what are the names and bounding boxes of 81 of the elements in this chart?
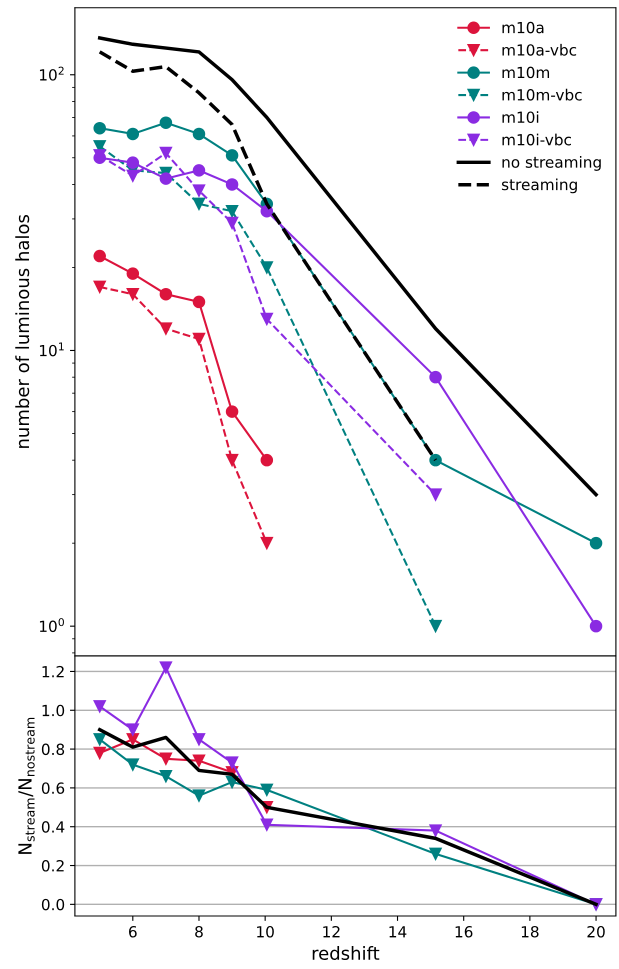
point	[93, 250, 106, 262]
point	[429, 454, 442, 466]
legend-label: m10i-vbc	[502, 134, 571, 146]
y-tick-label: 0.6	[42, 782, 64, 794]
point	[192, 164, 206, 177]
point	[260, 454, 274, 466]
point	[226, 216, 238, 230]
point	[192, 128, 206, 140]
y-tick-label: 10$^{1}$	[40, 342, 64, 356]
point	[429, 848, 442, 860]
point	[226, 178, 238, 191]
point	[93, 280, 106, 294]
point	[226, 405, 238, 418]
point	[226, 756, 238, 769]
legend-label: m10m	[502, 66, 550, 78]
point	[429, 620, 442, 632]
point	[226, 454, 238, 466]
point	[192, 184, 206, 197]
point	[126, 758, 140, 771]
point	[126, 288, 140, 300]
legend-label: m10m-vbc	[502, 88, 582, 101]
x-tick-label: 12	[323, 926, 340, 938]
x-tick-label: 20	[587, 926, 605, 938]
point	[93, 746, 106, 760]
y-axis-title: N$_{stream}$/N$_{nostream}$	[18, 718, 35, 854]
legend-label: m10a-vbc	[502, 44, 576, 56]
point	[429, 824, 442, 837]
point	[160, 172, 172, 185]
y-axis-title: number of luminous halos	[15, 214, 30, 448]
point	[192, 789, 206, 802]
x-tick-label: 14	[389, 926, 406, 938]
point	[192, 733, 206, 746]
point	[126, 170, 140, 182]
legend-label: no streaming	[502, 156, 601, 171]
x-tick-label: 10	[257, 926, 274, 938]
point	[260, 784, 274, 796]
point	[260, 261, 274, 274]
point	[126, 733, 140, 746]
point	[160, 661, 172, 674]
point	[429, 488, 442, 501]
point	[260, 536, 274, 550]
legend-label: m10i	[502, 111, 538, 124]
y-tick-label: 0.2	[42, 860, 64, 872]
point	[160, 770, 172, 783]
point	[160, 116, 172, 129]
point	[192, 296, 206, 308]
point	[226, 204, 238, 218]
point	[160, 288, 172, 300]
y-tick-label: 1.0	[42, 704, 64, 716]
y-tick-label: 1.2	[42, 666, 64, 678]
point	[160, 146, 172, 160]
y-tick-label: 10$^{2}$	[40, 66, 64, 81]
point	[226, 149, 238, 162]
x-tick-label: 18	[522, 926, 539, 938]
x-tick-label: 6	[129, 926, 137, 938]
point	[429, 370, 442, 384]
point	[126, 156, 140, 169]
point	[160, 752, 172, 766]
point	[126, 128, 140, 140]
point	[93, 733, 106, 746]
y-tick-label: 0.4	[42, 821, 64, 833]
legend-label: m10a	[502, 22, 544, 34]
point	[590, 620, 602, 632]
point	[93, 700, 106, 713]
y-tick-label: 0.8	[42, 744, 64, 756]
point	[126, 267, 140, 280]
x-tick-label: 8	[195, 926, 203, 938]
y-tick-label: 10$^{0}$	[40, 618, 64, 632]
point	[126, 723, 140, 736]
x-tick-label: 16	[456, 926, 472, 938]
x-axis-title: redshift	[312, 946, 380, 960]
point	[160, 322, 172, 335]
y-tick-label: 0.0	[42, 898, 64, 910]
legend-label: streaming	[502, 178, 577, 194]
point	[590, 536, 602, 550]
point	[192, 332, 206, 346]
point	[260, 818, 274, 832]
point	[260, 312, 274, 326]
point	[192, 754, 206, 767]
point	[93, 122, 106, 134]
point	[192, 198, 206, 210]
